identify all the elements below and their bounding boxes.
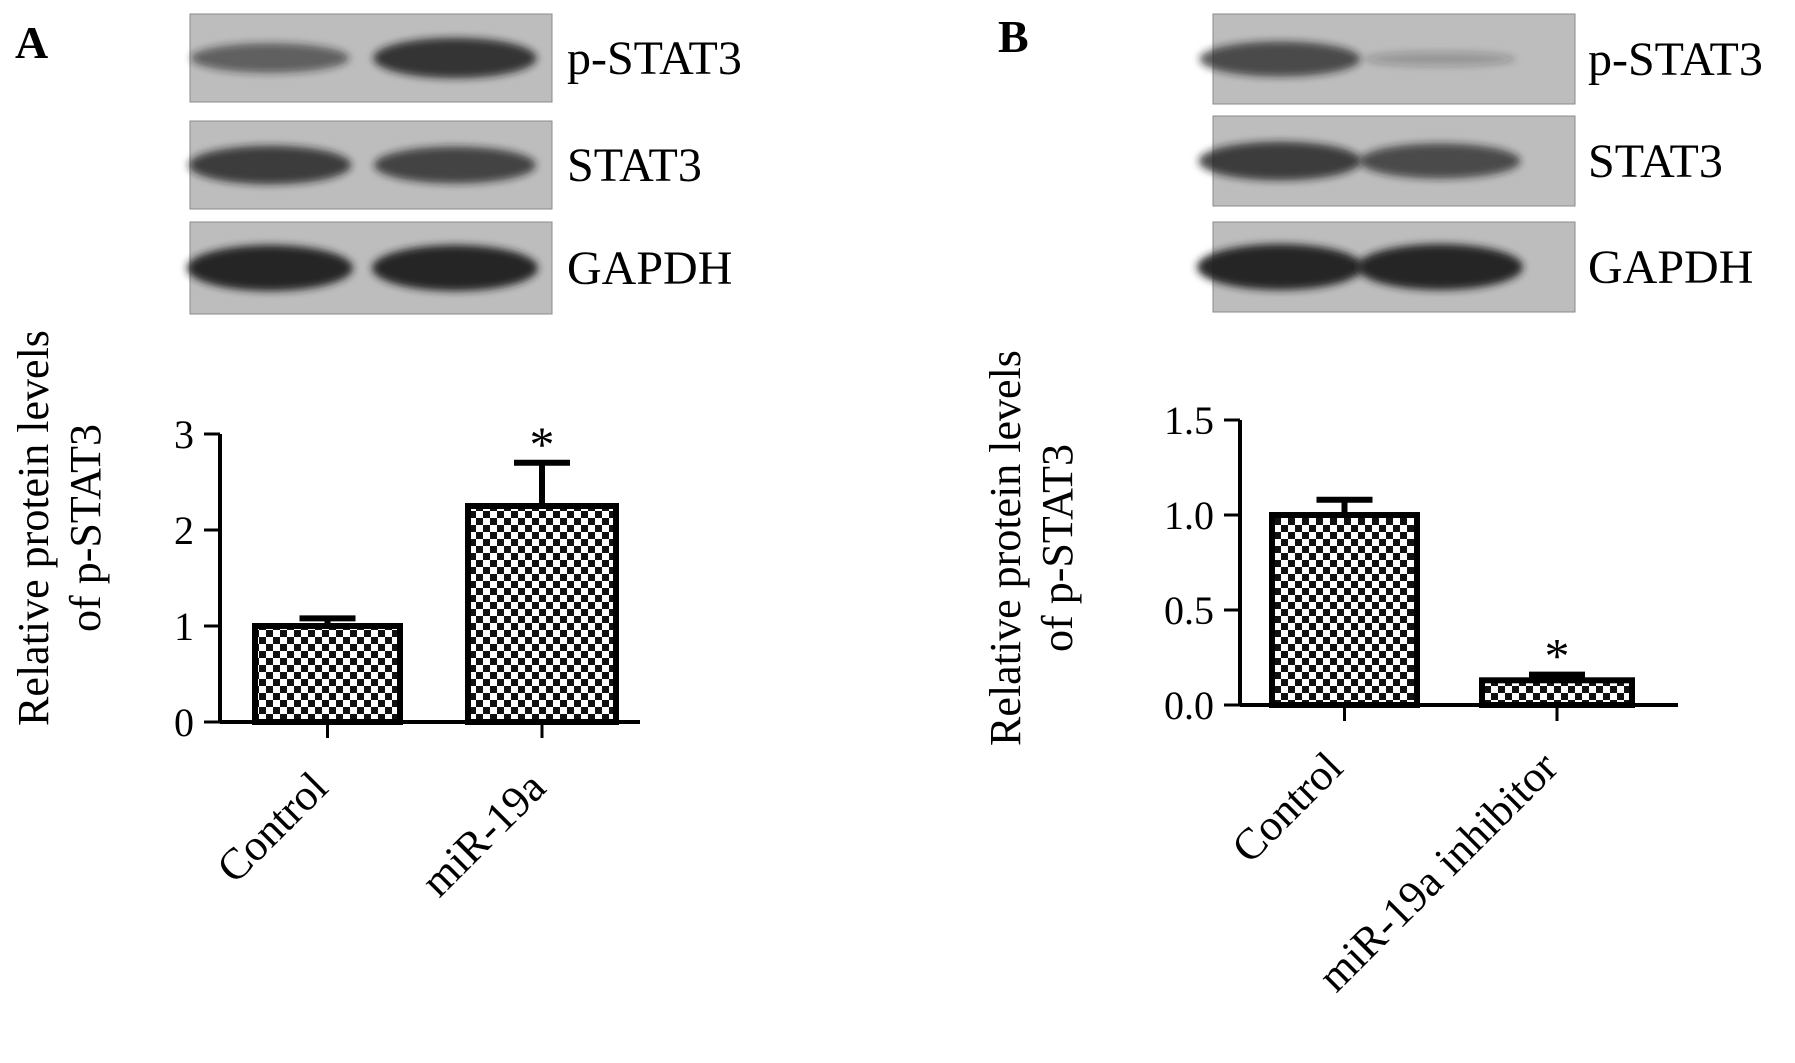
blot-band bbox=[372, 245, 538, 291]
blot-strip-p-stat3: p-STAT3 bbox=[1199, 13, 1763, 105]
bar-chart-a: Relative protein levels of p-STAT3 0 1 2 3 C… bbox=[9, 330, 640, 906]
blot-band bbox=[1359, 143, 1521, 179]
y-tick-label: 0.5 bbox=[1164, 588, 1214, 633]
blot-strip-p-stat3: p-STAT3 bbox=[189, 13, 742, 103]
blot-strip-stat3: STAT3 bbox=[1198, 115, 1723, 207]
blot-band bbox=[190, 43, 350, 73]
y-tick-label: 0 bbox=[174, 700, 194, 745]
blot-lane-label: STAT3 bbox=[567, 139, 702, 192]
bar-control bbox=[1269, 512, 1420, 708]
blot-band bbox=[188, 145, 352, 185]
y-axis-label-line-1: Relative protein levels bbox=[981, 350, 1030, 746]
bar-mir-19a-inhibitor bbox=[1479, 677, 1635, 708]
blot-lane-label: GAPDH bbox=[567, 242, 732, 295]
bar-control bbox=[252, 623, 403, 725]
panel-b-letter: B bbox=[998, 11, 1029, 62]
blot-band bbox=[374, 146, 536, 184]
blot-band bbox=[1198, 141, 1362, 181]
x-category-label: Control bbox=[1222, 742, 1352, 872]
blot-lane-label: p-STAT3 bbox=[567, 32, 742, 85]
blot-band bbox=[1197, 244, 1363, 290]
blot-band bbox=[187, 245, 353, 291]
y-tick-label: 0.0 bbox=[1164, 683, 1214, 728]
y-axis-label-b: Relative protein levels of p-STAT3 bbox=[981, 350, 1082, 746]
y-tick-label: 1.0 bbox=[1164, 493, 1214, 538]
y-tick-label: 2 bbox=[174, 508, 194, 553]
significance-marker: * bbox=[1545, 628, 1570, 684]
blot-lane-label: p-STAT3 bbox=[1588, 33, 1763, 86]
y-axis-label-line-2: of p-STAT3 bbox=[1033, 444, 1082, 652]
blot-lane-label: STAT3 bbox=[1588, 135, 1723, 188]
blot-strip-gapdh: GAPDH bbox=[187, 221, 732, 315]
blot-lane-label: GAPDH bbox=[1588, 241, 1753, 294]
significance-marker: * bbox=[530, 416, 555, 472]
y-axis-label-a: Relative protein levels of p-STAT3 bbox=[9, 330, 110, 726]
blot-band bbox=[1364, 51, 1516, 67]
y-axis-label-line-1: Relative protein levels bbox=[9, 330, 58, 726]
blot-strip-stat3: STAT3 bbox=[188, 120, 702, 210]
bar-chart-b: Relative protein levels of p-STAT3 0.0 0.… bbox=[981, 350, 1678, 1001]
western-blot-b: p-STAT3 STAT3 GAPDH bbox=[1197, 13, 1763, 313]
y-tick-label: 3 bbox=[174, 412, 194, 457]
panel-b: B p-STAT3 STAT3 GAPDH Relative protein lev… bbox=[981, 11, 1763, 1001]
blot-band bbox=[373, 37, 537, 79]
western-blot-a: p-STAT3 STAT3 GAPDH bbox=[187, 13, 742, 315]
x-category-label: miR-19a bbox=[412, 762, 556, 906]
blot-band bbox=[1357, 244, 1523, 290]
x-category-label: Control bbox=[207, 762, 337, 892]
y-tick-label: 1.5 bbox=[1164, 398, 1214, 443]
y-axis-label-line-2: of p-STAT3 bbox=[61, 424, 110, 632]
panel-a-letter: A bbox=[15, 17, 48, 68]
blot-strip-gapdh: GAPDH bbox=[1197, 221, 1753, 313]
bar-mir-19a bbox=[465, 503, 619, 725]
y-tick-label: 1 bbox=[174, 604, 194, 649]
blot-band bbox=[1199, 41, 1361, 77]
panel-a: A p-STAT3 STAT3 GAPDH Relative protein lev… bbox=[9, 13, 742, 906]
